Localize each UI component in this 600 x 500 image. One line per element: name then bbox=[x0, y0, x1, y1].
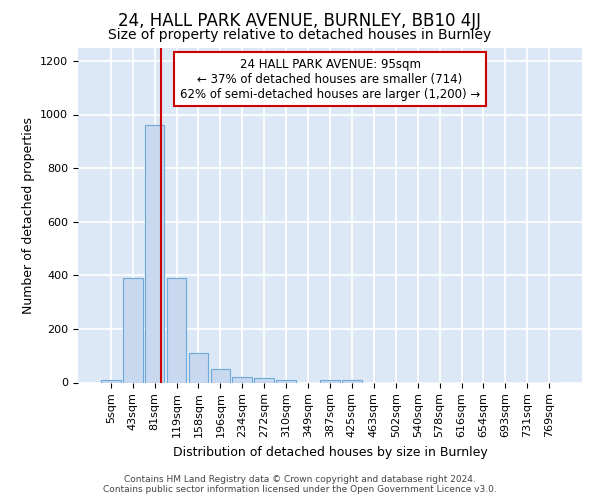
Bar bbox=[232, 377, 252, 382]
Bar bbox=[276, 380, 296, 382]
Text: 24 HALL PARK AVENUE: 95sqm
← 37% of detached houses are smaller (714)
62% of sem: 24 HALL PARK AVENUE: 95sqm ← 37% of deta… bbox=[180, 58, 480, 100]
Bar bbox=[145, 125, 164, 382]
X-axis label: Distribution of detached houses by size in Burnley: Distribution of detached houses by size … bbox=[173, 446, 487, 458]
Text: Size of property relative to detached houses in Burnley: Size of property relative to detached ho… bbox=[109, 28, 491, 42]
Bar bbox=[167, 278, 187, 382]
Bar bbox=[101, 380, 121, 382]
Bar bbox=[188, 353, 208, 382]
Bar bbox=[320, 380, 340, 382]
Bar bbox=[123, 278, 143, 382]
Bar bbox=[211, 369, 230, 382]
Y-axis label: Number of detached properties: Number of detached properties bbox=[22, 116, 35, 314]
Bar bbox=[342, 380, 362, 382]
Text: Contains HM Land Registry data © Crown copyright and database right 2024.
Contai: Contains HM Land Registry data © Crown c… bbox=[103, 474, 497, 494]
Bar bbox=[254, 378, 274, 382]
Text: 24, HALL PARK AVENUE, BURNLEY, BB10 4JJ: 24, HALL PARK AVENUE, BURNLEY, BB10 4JJ bbox=[119, 12, 482, 30]
